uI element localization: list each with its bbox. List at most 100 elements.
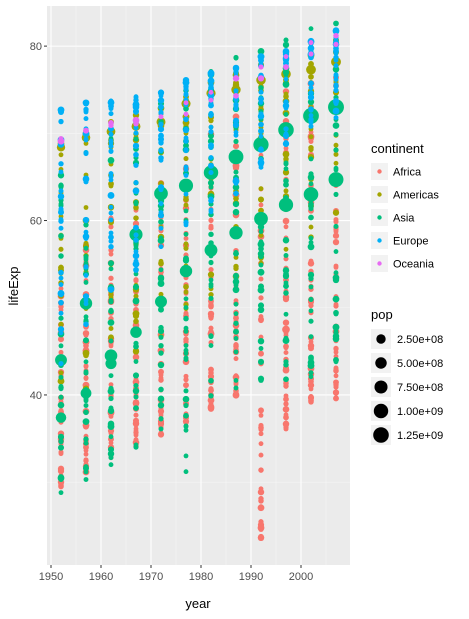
data-point-europe xyxy=(59,282,64,287)
data-point-africa xyxy=(309,386,314,391)
data-point-africa xyxy=(283,406,290,413)
data-point-africa xyxy=(59,451,64,456)
data-point-europe xyxy=(134,180,139,185)
data-point-asia xyxy=(84,314,89,319)
data-point-asia xyxy=(309,181,314,186)
y-axis-title: lifeExp xyxy=(6,266,21,305)
data-point-oceania xyxy=(184,112,189,117)
data-point-europe xyxy=(159,244,164,249)
data-point-asia xyxy=(133,200,138,205)
data-point-asia xyxy=(334,327,339,332)
panel-background xyxy=(47,6,350,565)
data-point-europe xyxy=(158,122,163,127)
data-point-asia xyxy=(334,192,339,197)
data-point-asia xyxy=(309,334,314,339)
data-point-africa xyxy=(59,350,64,355)
data-point-asia xyxy=(309,284,314,289)
data-point-africa xyxy=(334,303,339,308)
data-point-asia xyxy=(234,302,239,307)
data-point-europe xyxy=(183,92,188,97)
data-point-americas xyxy=(58,247,63,252)
data-point-africa xyxy=(283,424,288,429)
data-point-asia xyxy=(334,166,339,171)
data-point-africa xyxy=(133,413,138,418)
data-point-oceania xyxy=(233,75,239,81)
data-point-asia xyxy=(283,337,290,344)
data-point-europe xyxy=(283,103,290,110)
data-point-europe xyxy=(158,184,164,190)
data-point-africa xyxy=(259,486,264,491)
data-point-asia xyxy=(259,304,264,309)
data-point-asia xyxy=(108,389,113,394)
data-point-africa xyxy=(134,437,139,442)
data-point-asia xyxy=(283,273,289,279)
data-point-asia xyxy=(158,280,165,287)
x-axis: 1950 1960 1970 1980 1990 2000 xyxy=(39,565,313,583)
data-point-asia xyxy=(284,160,289,165)
data-point-europe xyxy=(133,232,138,237)
data-point-europe xyxy=(283,132,289,138)
data-point-asia xyxy=(184,356,189,361)
data-point-asia xyxy=(184,424,189,429)
data-point-asia xyxy=(108,260,114,266)
data-point-asia xyxy=(308,297,313,302)
data-point-asia xyxy=(309,156,314,161)
data-point-africa xyxy=(159,372,164,377)
data-point-africa xyxy=(333,389,339,395)
legend-key-americas xyxy=(377,192,381,196)
data-point-europe xyxy=(234,104,239,109)
data-point-asia xyxy=(284,166,289,171)
data-point-asia xyxy=(233,209,240,216)
data-point-asia xyxy=(308,362,315,369)
data-point-asia xyxy=(59,343,64,348)
legend-size-key xyxy=(374,380,387,393)
data-point-europe xyxy=(133,104,139,110)
legend-label-europe: Europe xyxy=(393,236,428,248)
data-point-europe xyxy=(158,97,164,103)
data-point-asia xyxy=(209,284,214,289)
data-point-asia xyxy=(133,298,140,305)
data-point-europe xyxy=(183,77,189,83)
data-point-americas xyxy=(109,184,114,189)
data-point-asia xyxy=(283,182,289,188)
data-point-europe xyxy=(58,290,65,297)
data-point-europe xyxy=(159,110,164,115)
data-point-asia xyxy=(208,393,213,398)
data-point-asia xyxy=(184,343,189,348)
data-point-asia xyxy=(209,260,214,265)
data-point-asia xyxy=(258,359,264,365)
data-point-asia xyxy=(158,402,164,408)
data-point-europe xyxy=(109,205,114,210)
data-point-europe xyxy=(209,145,214,150)
data-point-europe xyxy=(58,188,63,193)
data-point-americas xyxy=(109,326,114,331)
data-point-europe xyxy=(258,96,264,102)
data-point-africa xyxy=(158,377,163,382)
data-point-europe xyxy=(159,201,164,206)
data-point-asia xyxy=(333,296,340,303)
data-point-asia xyxy=(208,232,213,237)
data-point-asia-large xyxy=(105,358,116,369)
data-point-asia xyxy=(308,272,314,278)
data-point-americas-large xyxy=(306,65,316,75)
data-point-europe xyxy=(208,170,213,175)
data-point-europe xyxy=(234,88,239,93)
data-point-americas xyxy=(84,205,89,210)
data-point-europe xyxy=(84,116,89,121)
data-point-europe xyxy=(184,173,189,178)
data-point-europe xyxy=(183,220,188,225)
data-point-americas xyxy=(208,272,214,278)
data-point-africa xyxy=(309,259,314,264)
data-point-europe xyxy=(133,143,139,149)
data-point-europe xyxy=(233,191,239,197)
data-point-europe xyxy=(108,111,113,116)
data-point-africa xyxy=(233,342,238,347)
data-point-europe xyxy=(58,300,64,306)
data-point-europe xyxy=(208,102,214,108)
data-point-africa xyxy=(209,405,214,410)
x-tick-label: 1950 xyxy=(39,571,63,583)
data-point-africa xyxy=(133,418,139,424)
legend-label-americas: Americas xyxy=(393,190,439,202)
data-point-europe xyxy=(59,226,64,231)
